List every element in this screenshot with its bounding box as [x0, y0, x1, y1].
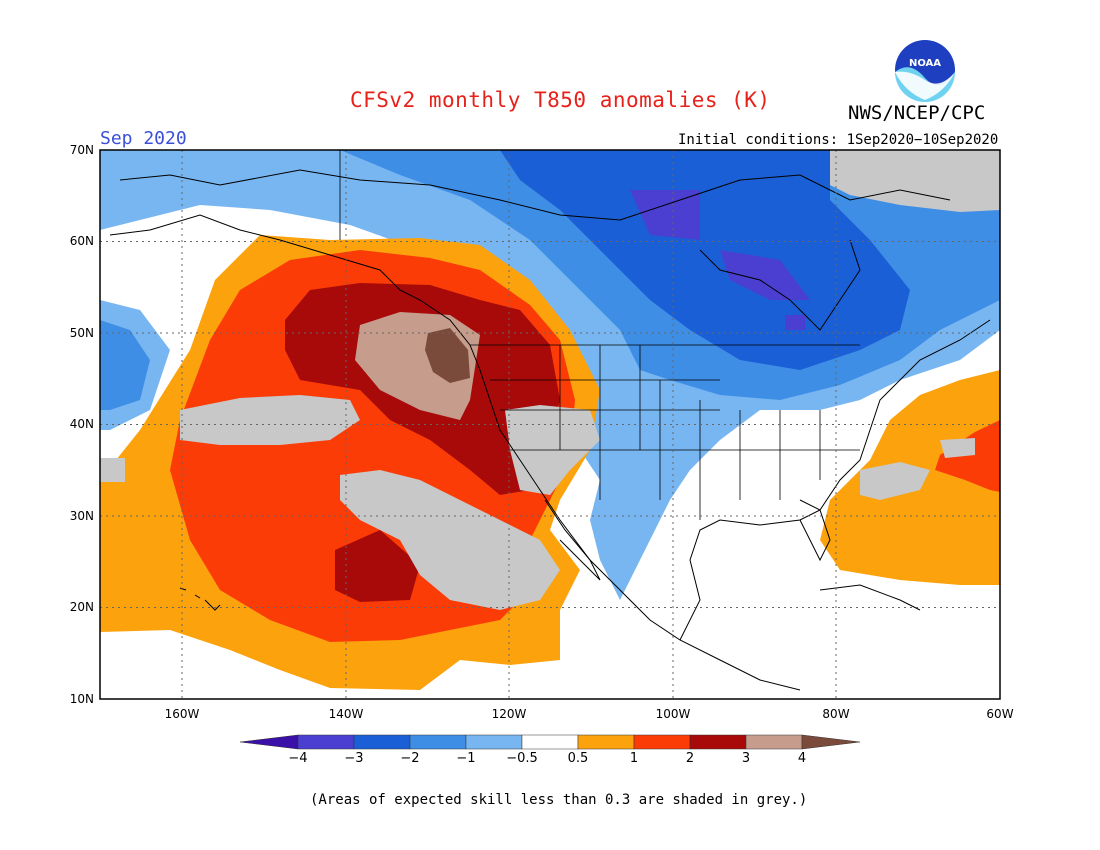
anomaly-neg-darkest-3: [785, 315, 805, 330]
anomaly-neg-dark: [500, 150, 910, 370]
lat-tick-10: 10N: [70, 692, 94, 706]
colorbar-label: −4: [288, 751, 307, 766]
anomaly-neg-mid-west: [100, 320, 150, 410]
colorbar-swatch-7: [633, 734, 691, 750]
colorbar-label: −2: [400, 751, 419, 766]
lon-tick-100w: 100W: [656, 707, 691, 721]
anomaly-pos-brown: [425, 328, 470, 383]
low-skill-atlantic-2: [940, 438, 975, 458]
coastline-cuba: [819, 584, 921, 611]
coastline-north-america: [109, 214, 991, 691]
colorbar-swatch-min: [239, 734, 299, 750]
lat-tick-50: 50N: [70, 326, 94, 340]
lat-tick-30: 30N: [70, 509, 94, 523]
colorbar-swatch-9: [745, 734, 803, 750]
coastline-arctic: [119, 169, 951, 221]
lat-tick-40: 40N: [70, 417, 94, 431]
anomaly-pos-atlantic-red: [935, 420, 1000, 492]
colorbar-swatch-5: [521, 734, 579, 750]
chart-title: CFSv2 monthly T850 anomalies (K): [350, 88, 771, 112]
agency-label: NWS/NCEP/CPC: [848, 102, 986, 124]
colorbar-swatch-4: [465, 734, 523, 750]
lat-tick-labels: 70N 60N 50N 40N 30N 20N 10N: [70, 143, 94, 706]
colorbar-swatch-2: [353, 734, 411, 750]
lon-tick-140w: 140W: [329, 707, 364, 721]
lon-tick-labels: 160W 140W 120W 100W 80W 60W: [165, 707, 1014, 721]
low-skill-subtropics: [340, 470, 560, 610]
lat-tick-70: 70N: [70, 143, 94, 157]
colorbar-label: −3: [344, 751, 363, 766]
lat-tick-20: 20N: [70, 600, 94, 614]
map-frame: [99, 149, 1001, 700]
lon-tick-160w: 160W: [165, 707, 200, 721]
colorbar: [239, 734, 861, 750]
noaa-logo-text: NOAA: [909, 58, 941, 69]
noaa-logo: NOAA: [895, 40, 955, 102]
coastline-florida: [799, 499, 831, 562]
graticule: [100, 150, 1000, 699]
colorbar-labels: −4 −3 −2 −1 −0.5 0.5 1 2 3 4: [288, 751, 806, 766]
low-skill-atlantic: [860, 462, 930, 500]
lon-tick-120w: 120W: [492, 707, 527, 721]
forecast-month: Sep 2020: [100, 128, 187, 149]
colorbar-label: 1: [630, 751, 638, 766]
coastline-baja: [544, 499, 601, 581]
lon-tick-60w: 60W: [986, 707, 1013, 721]
hawaii-islands: [179, 587, 221, 611]
low-skill-northeast: [830, 150, 1000, 212]
colorbar-label: 3: [742, 751, 750, 766]
low-skill-pacific-band: [180, 395, 360, 445]
colorbar-swatch-max: [801, 734, 861, 750]
anomaly-neg-darkest-2: [720, 250, 810, 300]
coastline-hudson: [699, 239, 861, 331]
colorbar-swatch-1: [297, 734, 355, 750]
colorbar-label: −0.5: [506, 751, 538, 766]
anomaly-neg-darkest: [630, 190, 700, 240]
footnote: (Areas of expected skill less than 0.3 a…: [310, 792, 808, 808]
colorbar-label: 4: [798, 751, 806, 766]
colorbar-label: 2: [686, 751, 694, 766]
initial-conditions: Initial conditions: 1Sep2020−10Sep2020: [678, 132, 999, 148]
colorbar-swatch-8: [689, 734, 747, 750]
anomaly-pos-darkred-south: [335, 530, 420, 602]
lon-tick-80w: 80W: [822, 707, 849, 721]
colorbar-swatch-6: [577, 734, 635, 750]
lat-tick-60: 60N: [70, 234, 94, 248]
colorbar-label: −1: [456, 751, 475, 766]
political-boundaries: [339, 150, 860, 520]
low-skill-west-strip: [100, 458, 125, 482]
colorbar-label: 0.5: [568, 751, 589, 766]
colorbar-swatch-3: [409, 734, 467, 750]
